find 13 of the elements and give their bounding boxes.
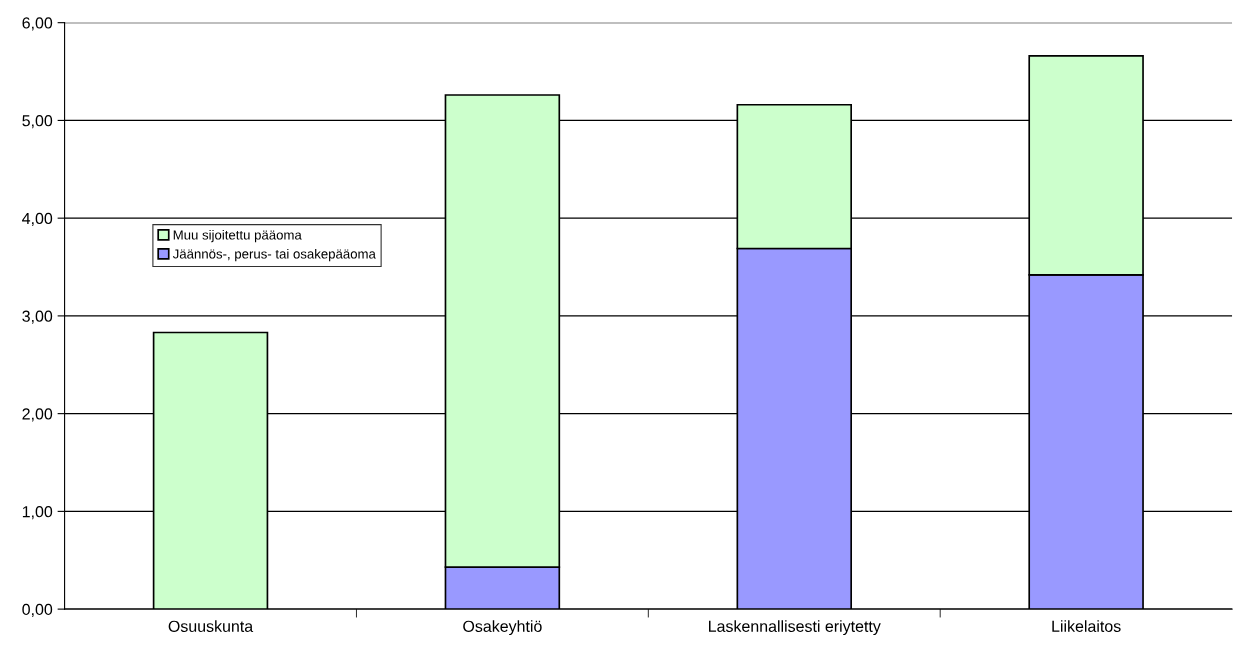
y-tick-label: 1,00 xyxy=(22,506,53,520)
y-tick-label: 3,00 xyxy=(22,310,53,324)
y-tick-label: 4,00 xyxy=(22,212,53,226)
legend-label: Jäännös-, perus- tai osakepääoma xyxy=(172,248,376,262)
x-tick-label: Osakeyhtiö xyxy=(463,620,542,636)
y-tick-label: 6,00 xyxy=(22,17,53,31)
x-tick-label: Liikelaitos xyxy=(1052,620,1121,632)
y-tick-label: 0,00 xyxy=(22,603,53,617)
x-tick-label: Osuuskunta xyxy=(168,620,254,632)
y-tick-label: 5,00 xyxy=(22,115,53,129)
y-tick-label: 2,00 xyxy=(22,408,53,422)
x-tick-label: Laskennallisesti eriytetty xyxy=(709,620,881,636)
legend-label: Muu sijoitettu pääoma xyxy=(173,229,302,243)
